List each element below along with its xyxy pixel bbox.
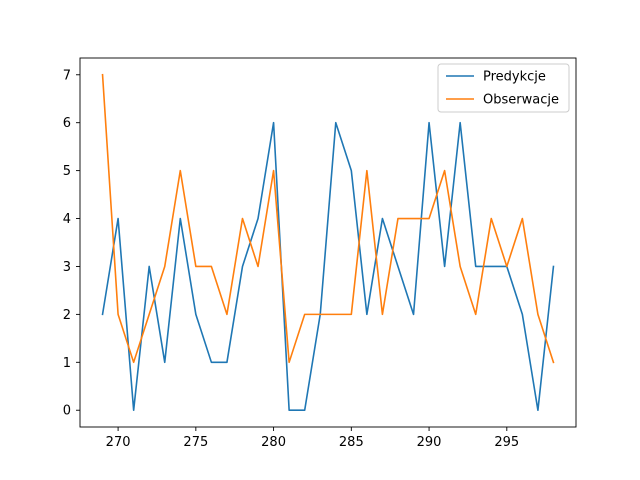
series-line-1 bbox=[101, 73, 555, 364]
y-tick-label: 1 bbox=[63, 356, 71, 371]
x-tick-label: 275 bbox=[183, 435, 208, 450]
x-tick-label: 290 bbox=[417, 435, 442, 450]
plot-area bbox=[79, 57, 577, 428]
y-tick-label: 4 bbox=[63, 212, 71, 227]
axes-frame bbox=[79, 57, 577, 428]
y-tick-label: 2 bbox=[63, 308, 71, 323]
y-tick-label: 0 bbox=[63, 404, 71, 419]
x-tick-label: 295 bbox=[494, 435, 519, 450]
legend-label-1: Obserwacje bbox=[483, 93, 559, 108]
y-tick-label: 3 bbox=[63, 260, 71, 275]
legend-label-0: Predykcje bbox=[483, 70, 546, 85]
y-tick-label: 6 bbox=[63, 116, 71, 131]
x-tick-label: 270 bbox=[106, 435, 131, 450]
y-tick-label: 7 bbox=[63, 68, 71, 83]
x-tick-label: 285 bbox=[339, 435, 364, 450]
series-line-0 bbox=[101, 121, 555, 412]
y-axis: 0 1 2 3 4 5 6 7 bbox=[63, 68, 80, 419]
y-tick-label: 5 bbox=[63, 164, 71, 179]
axes-background bbox=[80, 58, 576, 427]
x-tick-label: 280 bbox=[261, 435, 286, 450]
series-layer bbox=[101, 73, 555, 412]
x-axis: 270 275 280 285 290 295 bbox=[106, 427, 519, 450]
legend: Predykcje Obserwacje bbox=[437, 63, 570, 113]
